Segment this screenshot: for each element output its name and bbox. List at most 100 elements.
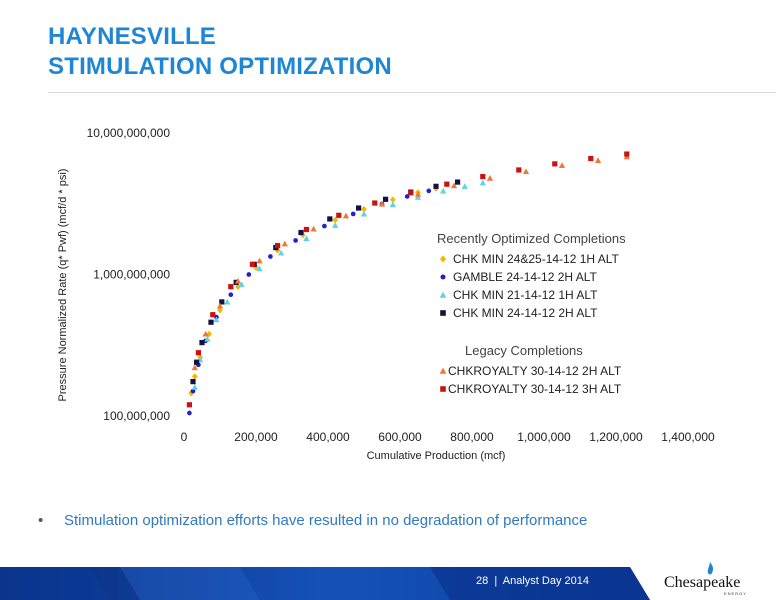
- data-point-series-2: [256, 265, 263, 272]
- legend-marker: [440, 386, 446, 392]
- data-point-series-1: [268, 254, 273, 259]
- data-point-series-0: [332, 216, 339, 224]
- data-point-series-5: [228, 284, 234, 290]
- bullet-point: • Stimulation optimization efforts have r…: [38, 512, 587, 529]
- data-point-series-0: [253, 264, 259, 271]
- data-point-series-5: [303, 226, 309, 233]
- data-point-series-3: [356, 205, 362, 211]
- event-name: Analyst Day 2014: [502, 575, 589, 587]
- data-point-series-3: [199, 340, 205, 346]
- data-point-series-5: [249, 261, 255, 267]
- data-point-series-1: [293, 238, 298, 243]
- data-point-series-5: [516, 167, 522, 173]
- legend-group-title: Legacy Completions: [465, 343, 583, 358]
- y-tick-label: 10,000,000,000: [87, 126, 171, 140]
- data-point-series-5: [195, 350, 201, 356]
- data-point-series-4: [378, 200, 386, 207]
- data-point-series-5: [444, 181, 450, 187]
- page-title: HAYNESVILLE STIMULATION OPTIMIZATION: [48, 22, 392, 82]
- legend-marker: [440, 310, 446, 316]
- legend-marker: [439, 367, 447, 374]
- data-point-series-5: [480, 173, 486, 180]
- legend-entry: CHKROYALTY 30-14-12 2H ALT: [448, 364, 622, 378]
- data-point-series-1: [228, 292, 234, 298]
- x-tick-label: 1,000,000: [517, 430, 571, 444]
- data-point-series-1: [350, 211, 356, 217]
- data-point-series-5: [372, 200, 378, 206]
- title-divider: [48, 92, 776, 93]
- data-point-series-4: [310, 225, 317, 232]
- data-point-series-2: [191, 383, 198, 390]
- title-line-1: HAYNESVILLE: [48, 23, 217, 50]
- chart-axes: 100,000,000 1,000,000,000 10,000,000,000 0 2…: [57, 126, 715, 462]
- data-point-series-4: [414, 190, 422, 197]
- data-point-series-1: [190, 388, 196, 394]
- data-point-series-0: [235, 283, 241, 291]
- data-point-series-0: [188, 389, 195, 397]
- data-point-series-3: [327, 216, 333, 222]
- data-point-series-3: [298, 229, 304, 236]
- data-point-series-2: [332, 222, 339, 228]
- data-point-series-2: [461, 183, 468, 189]
- x-tick-label: 1,400,000: [661, 430, 715, 444]
- legend-entry: CHK MIN 24-14-12 2H ALT: [453, 306, 598, 320]
- legend-marker: [440, 274, 446, 280]
- data-point-series-4: [486, 174, 494, 181]
- data-point-series-4: [256, 257, 263, 264]
- bullet-marker: •: [38, 512, 44, 529]
- data-point-series-4: [450, 182, 458, 189]
- data-point-series-4: [234, 277, 242, 284]
- title-line-2: STIMULATION OPTIMIZATION: [48, 53, 392, 80]
- data-point-series-2: [360, 210, 368, 217]
- footer-text: 28 | Analyst Day 2014: [476, 575, 589, 587]
- legend-entry: CHK MIN 24&25-14-12 1H ALT: [453, 252, 620, 266]
- y-tick-label: 1,000,000,000: [93, 268, 170, 282]
- data-point-series-3: [190, 379, 196, 385]
- legend-entry: CHK MIN 21-14-12 1H ALT: [453, 288, 598, 302]
- data-point-series-2: [303, 235, 310, 241]
- data-point-series-5: [186, 402, 192, 408]
- logo-sub: ENERGY: [724, 591, 747, 596]
- x-tick-label: 0: [181, 430, 188, 444]
- data-point-series-2: [224, 298, 231, 305]
- data-point-series-5: [624, 151, 630, 157]
- data-point-series-4: [594, 157, 602, 164]
- data-point-series-3: [219, 299, 225, 305]
- chart-points: [186, 151, 630, 416]
- chesapeake-logo: Chesapeake ENERGY: [664, 562, 774, 598]
- footer-bar: [0, 567, 650, 600]
- scatter-chart: 100,000,000 1,000,000,000 10,000,000,000 0 2…: [57, 126, 715, 462]
- data-point-series-5: [210, 312, 216, 318]
- x-tick-label: 800,000: [450, 430, 494, 444]
- data-point-series-0: [191, 373, 198, 380]
- x-tick-label: 1,200,000: [589, 430, 643, 444]
- footer-separator: |: [494, 575, 498, 587]
- data-point-series-3: [194, 359, 200, 365]
- legend-entry: CHKROYALTY 30-14-12 3H ALT: [448, 382, 622, 396]
- data-point-series-4: [522, 168, 530, 175]
- bullet-text: Stimulation optimization efforts have re…: [64, 512, 588, 529]
- x-tick-label: 400,000: [306, 430, 350, 444]
- data-point-series-4: [202, 330, 209, 337]
- data-point-series-3: [455, 179, 461, 185]
- chart-legend: Recently Optimized Completions CHK MIN 24…: [437, 231, 626, 396]
- data-point-series-1: [426, 188, 432, 194]
- data-point-series-2: [278, 249, 285, 256]
- data-point-series-5: [275, 243, 281, 249]
- data-point-series-4: [558, 162, 566, 169]
- data-point-series-5: [552, 161, 558, 167]
- data-point-series-4: [216, 302, 224, 309]
- data-point-series-2: [479, 179, 486, 186]
- flame-icon: [707, 562, 714, 575]
- data-point-series-5: [588, 155, 594, 162]
- data-point-series-3: [208, 319, 214, 325]
- legend-marker: [439, 255, 447, 263]
- x-tick-label: 200,000: [234, 430, 278, 444]
- legend-entry: GAMBLE 24-14-12 2H ALT: [453, 270, 598, 284]
- data-point-series-5: [408, 190, 414, 196]
- legend-group-title: Recently Optimized Completions: [437, 231, 626, 246]
- logo-name: Chesapeake: [664, 574, 741, 591]
- data-point-series-4: [191, 364, 198, 371]
- x-tick-label: 600,000: [378, 430, 422, 444]
- x-axis-label: Cumulative Production (mcf): [367, 450, 506, 462]
